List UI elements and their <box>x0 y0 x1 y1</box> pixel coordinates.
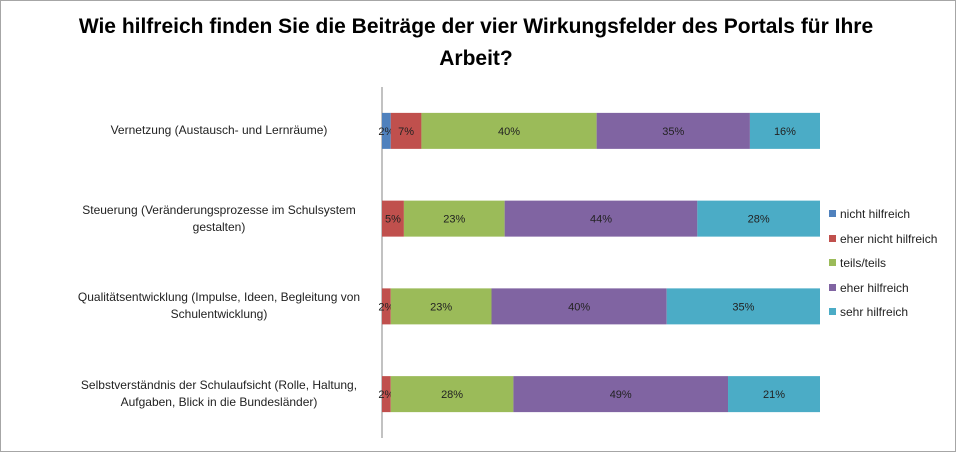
legend-swatch <box>829 283 836 291</box>
bar-segment <box>382 376 391 413</box>
legend-label: sehr hilfreich <box>840 305 909 319</box>
data-label: 2% <box>378 301 394 313</box>
data-label: 2% <box>378 126 394 138</box>
category-label: Selbstverständnis der Schulaufsicht (Rol… <box>80 378 358 410</box>
data-label: 23% <box>443 214 465 226</box>
bar-segment <box>749 112 820 149</box>
data-label: 35% <box>662 126 684 138</box>
legend-label: eher nicht hilfreich <box>840 231 938 246</box>
bar-segment <box>390 288 492 325</box>
legend-label: teils/teils <box>840 256 887 270</box>
bar-segment <box>728 376 820 413</box>
bar-segment <box>382 112 391 149</box>
data-label: 40% <box>498 126 520 138</box>
legend-label: eher hilfreich <box>840 280 909 295</box>
data-label: 28% <box>441 389 463 401</box>
bar-segment <box>697 200 820 237</box>
data-label: 49% <box>610 389 632 401</box>
category-label: Qualitätsentwicklung (Impulse, Ideen, Be… <box>77 290 361 322</box>
legend-swatch <box>829 210 836 217</box>
bar-segment <box>390 112 422 149</box>
data-label: 28% <box>748 214 770 226</box>
category-label: Vernetzung (Austausch- und Lernräume) <box>110 123 328 138</box>
data-label: 35% <box>732 301 754 313</box>
legend-swatch <box>829 308 836 315</box>
data-label: 5% <box>385 214 401 226</box>
data-label: 7% <box>398 126 414 138</box>
bar-segment <box>513 376 729 413</box>
chart-title: Wie hilfreich finden Sie die Beiträge de… <box>78 15 874 70</box>
legend-swatch <box>829 234 836 242</box>
bar-segment <box>666 288 820 325</box>
data-label: 44% <box>590 214 612 226</box>
data-label: 21% <box>763 389 785 401</box>
data-label: 2% <box>378 389 394 401</box>
bar-segment <box>504 200 698 237</box>
data-label: 40% <box>568 301 590 313</box>
data-label: 16% <box>774 126 796 138</box>
bar-segment <box>403 200 505 237</box>
bar-segment <box>421 112 597 149</box>
bar-segment <box>491 288 667 325</box>
bar-segment <box>382 200 404 237</box>
bar-segment <box>390 376 514 413</box>
category-label: Steuerung (Veränderungsprozesse im Schul… <box>82 202 356 234</box>
legend-swatch <box>829 259 836 266</box>
legend-label: nicht hilfreich <box>840 207 911 221</box>
bar-segment <box>596 112 750 149</box>
data-label: 23% <box>430 301 452 313</box>
bar-segment <box>382 288 391 325</box>
